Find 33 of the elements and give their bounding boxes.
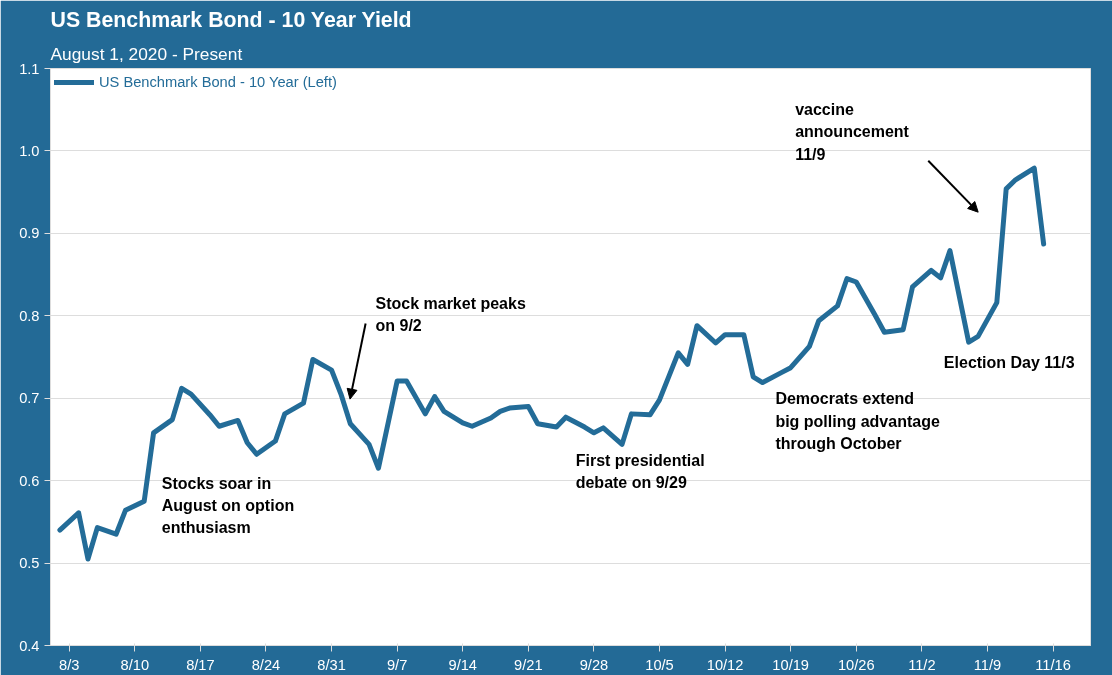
- annotation: Stocks soar in August on option enthusiasm: [161, 475, 295, 537]
- x-tick-label: 8/24: [251, 656, 281, 673]
- x-tick-label: 9/7: [386, 656, 408, 673]
- x-tick-label: 10/26: [837, 656, 875, 673]
- x-tick-label: 10/5: [645, 656, 674, 673]
- annotation: First presidential debate on 9/29: [575, 452, 705, 492]
- x-tick-label: 8/31: [317, 656, 346, 673]
- x-tick-label: 10/12: [706, 656, 744, 673]
- annotation: vaccine announcement 11/9: [795, 101, 910, 163]
- y-tick-label: 0.8: [19, 307, 40, 324]
- y-tick-label: 0.4: [19, 637, 40, 654]
- annotation: Stock market peaks on 9/2: [375, 294, 526, 334]
- x-tick-label: 11/9: [973, 656, 1002, 673]
- annotation: Election Day 11/3: [943, 353, 1075, 371]
- y-tick-label: 1.0: [19, 142, 40, 159]
- y-tick-label: 1.1: [19, 60, 40, 77]
- x-tick-label: 9/21: [514, 656, 543, 673]
- chart-title: US Benchmark Bond - 10 Year Yield: [50, 7, 412, 32]
- x-tick-label: 8/3: [59, 656, 80, 673]
- annotation: Democrats extend big polling advantage through October: [775, 390, 940, 452]
- legend-label: US Benchmark Bond - 10 Year (Left): [99, 74, 337, 90]
- x-tick-label: 8/10: [120, 656, 150, 673]
- x-tick-label: 11/2: [908, 656, 936, 673]
- x-tick-label: 11/16: [1035, 656, 1071, 673]
- x-tick-label: 8/17: [186, 656, 215, 673]
- x-tick-label: 9/14: [448, 656, 478, 673]
- chart-subtitle: August 1, 2020 - Present: [50, 43, 243, 64]
- y-tick-label: 0.5: [19, 555, 40, 572]
- y-tick-label: 0.7: [19, 390, 40, 407]
- y-tick-label: 0.9: [19, 225, 40, 242]
- x-tick-label: 10/19: [772, 656, 810, 673]
- y-tick-label: 0.6: [19, 472, 40, 489]
- x-tick-label: 9/28: [579, 656, 609, 673]
